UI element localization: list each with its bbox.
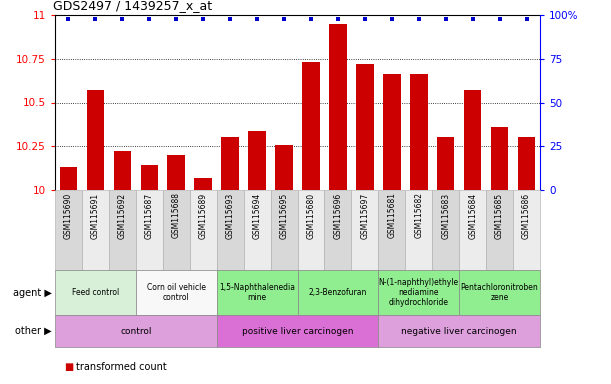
Bar (491, 127, 508, 190)
Text: GSM115697: GSM115697 (360, 192, 370, 238)
Bar (109, 190, 136, 270)
Text: ■: ■ (64, 362, 73, 372)
Bar (194, 178, 212, 190)
Bar (513, 190, 540, 270)
Bar (276, 144, 293, 190)
Bar (55, 270, 136, 315)
Bar (217, 315, 378, 347)
Text: GSM115680: GSM115680 (307, 192, 315, 238)
Bar (55, 190, 82, 270)
Bar (351, 190, 378, 270)
Bar (221, 137, 239, 190)
Bar (324, 190, 351, 270)
Text: transformed count: transformed count (76, 362, 167, 372)
Bar (378, 270, 459, 315)
Text: 2,3-Benzofuran: 2,3-Benzofuran (309, 288, 367, 297)
Bar (298, 190, 324, 270)
Bar (437, 137, 455, 190)
Bar (136, 270, 217, 315)
Text: GSM115692: GSM115692 (118, 192, 127, 238)
Bar (141, 166, 158, 190)
Bar (163, 190, 190, 270)
Text: Feed control: Feed control (71, 288, 119, 297)
Text: GSM115690: GSM115690 (64, 192, 73, 238)
Bar (217, 270, 298, 315)
Bar (518, 137, 535, 190)
Bar (87, 90, 104, 190)
Text: negative liver carcinogen: negative liver carcinogen (401, 326, 517, 336)
Bar (383, 74, 401, 190)
Text: GSM115695: GSM115695 (279, 192, 288, 238)
Text: GSM115684: GSM115684 (468, 192, 477, 238)
Bar (167, 155, 185, 190)
Text: N-(1-naphthyl)ethyle
nediamine
dihydrochloride: N-(1-naphthyl)ethyle nediamine dihydroch… (379, 278, 459, 308)
Text: GSM115687: GSM115687 (145, 192, 154, 238)
Bar (356, 64, 373, 190)
Bar (302, 62, 320, 190)
Text: GSM115682: GSM115682 (414, 192, 423, 238)
Text: GSM115689: GSM115689 (199, 192, 208, 238)
Text: control: control (120, 326, 152, 336)
Bar (82, 190, 109, 270)
Text: agent ▶: agent ▶ (13, 288, 52, 298)
Bar (378, 190, 405, 270)
Text: GSM115696: GSM115696 (334, 192, 342, 238)
Text: positive liver carcinogen: positive liver carcinogen (242, 326, 353, 336)
Text: other ▶: other ▶ (15, 326, 52, 336)
Text: GSM115693: GSM115693 (225, 192, 235, 238)
Bar (55, 315, 217, 347)
Text: GSM115683: GSM115683 (441, 192, 450, 238)
Bar (217, 190, 244, 270)
Bar (459, 190, 486, 270)
Bar (136, 190, 163, 270)
Bar (190, 190, 217, 270)
Bar (410, 74, 428, 190)
Bar (464, 90, 481, 190)
Bar (432, 190, 459, 270)
Text: GDS2497 / 1439257_x_at: GDS2497 / 1439257_x_at (53, 0, 211, 12)
Text: GSM115686: GSM115686 (522, 192, 531, 238)
Bar (248, 131, 266, 190)
Bar (244, 190, 271, 270)
Text: 1,5-Naphthalenedia
mine: 1,5-Naphthalenedia mine (219, 283, 295, 302)
Text: Pentachloronitroben
zene: Pentachloronitroben zene (461, 283, 538, 302)
Bar (486, 190, 513, 270)
Text: GSM115688: GSM115688 (172, 192, 181, 238)
Text: Corn oil vehicle
control: Corn oil vehicle control (147, 283, 206, 302)
Bar (329, 24, 346, 190)
Bar (271, 190, 298, 270)
Bar (405, 190, 432, 270)
Text: GSM115685: GSM115685 (495, 192, 504, 238)
Text: GSM115681: GSM115681 (387, 192, 397, 238)
Bar (114, 152, 131, 190)
Text: GSM115691: GSM115691 (91, 192, 100, 238)
Bar (459, 270, 540, 315)
Bar (378, 315, 540, 347)
Text: GSM115694: GSM115694 (252, 192, 262, 238)
Bar (60, 167, 77, 190)
Bar (298, 270, 378, 315)
